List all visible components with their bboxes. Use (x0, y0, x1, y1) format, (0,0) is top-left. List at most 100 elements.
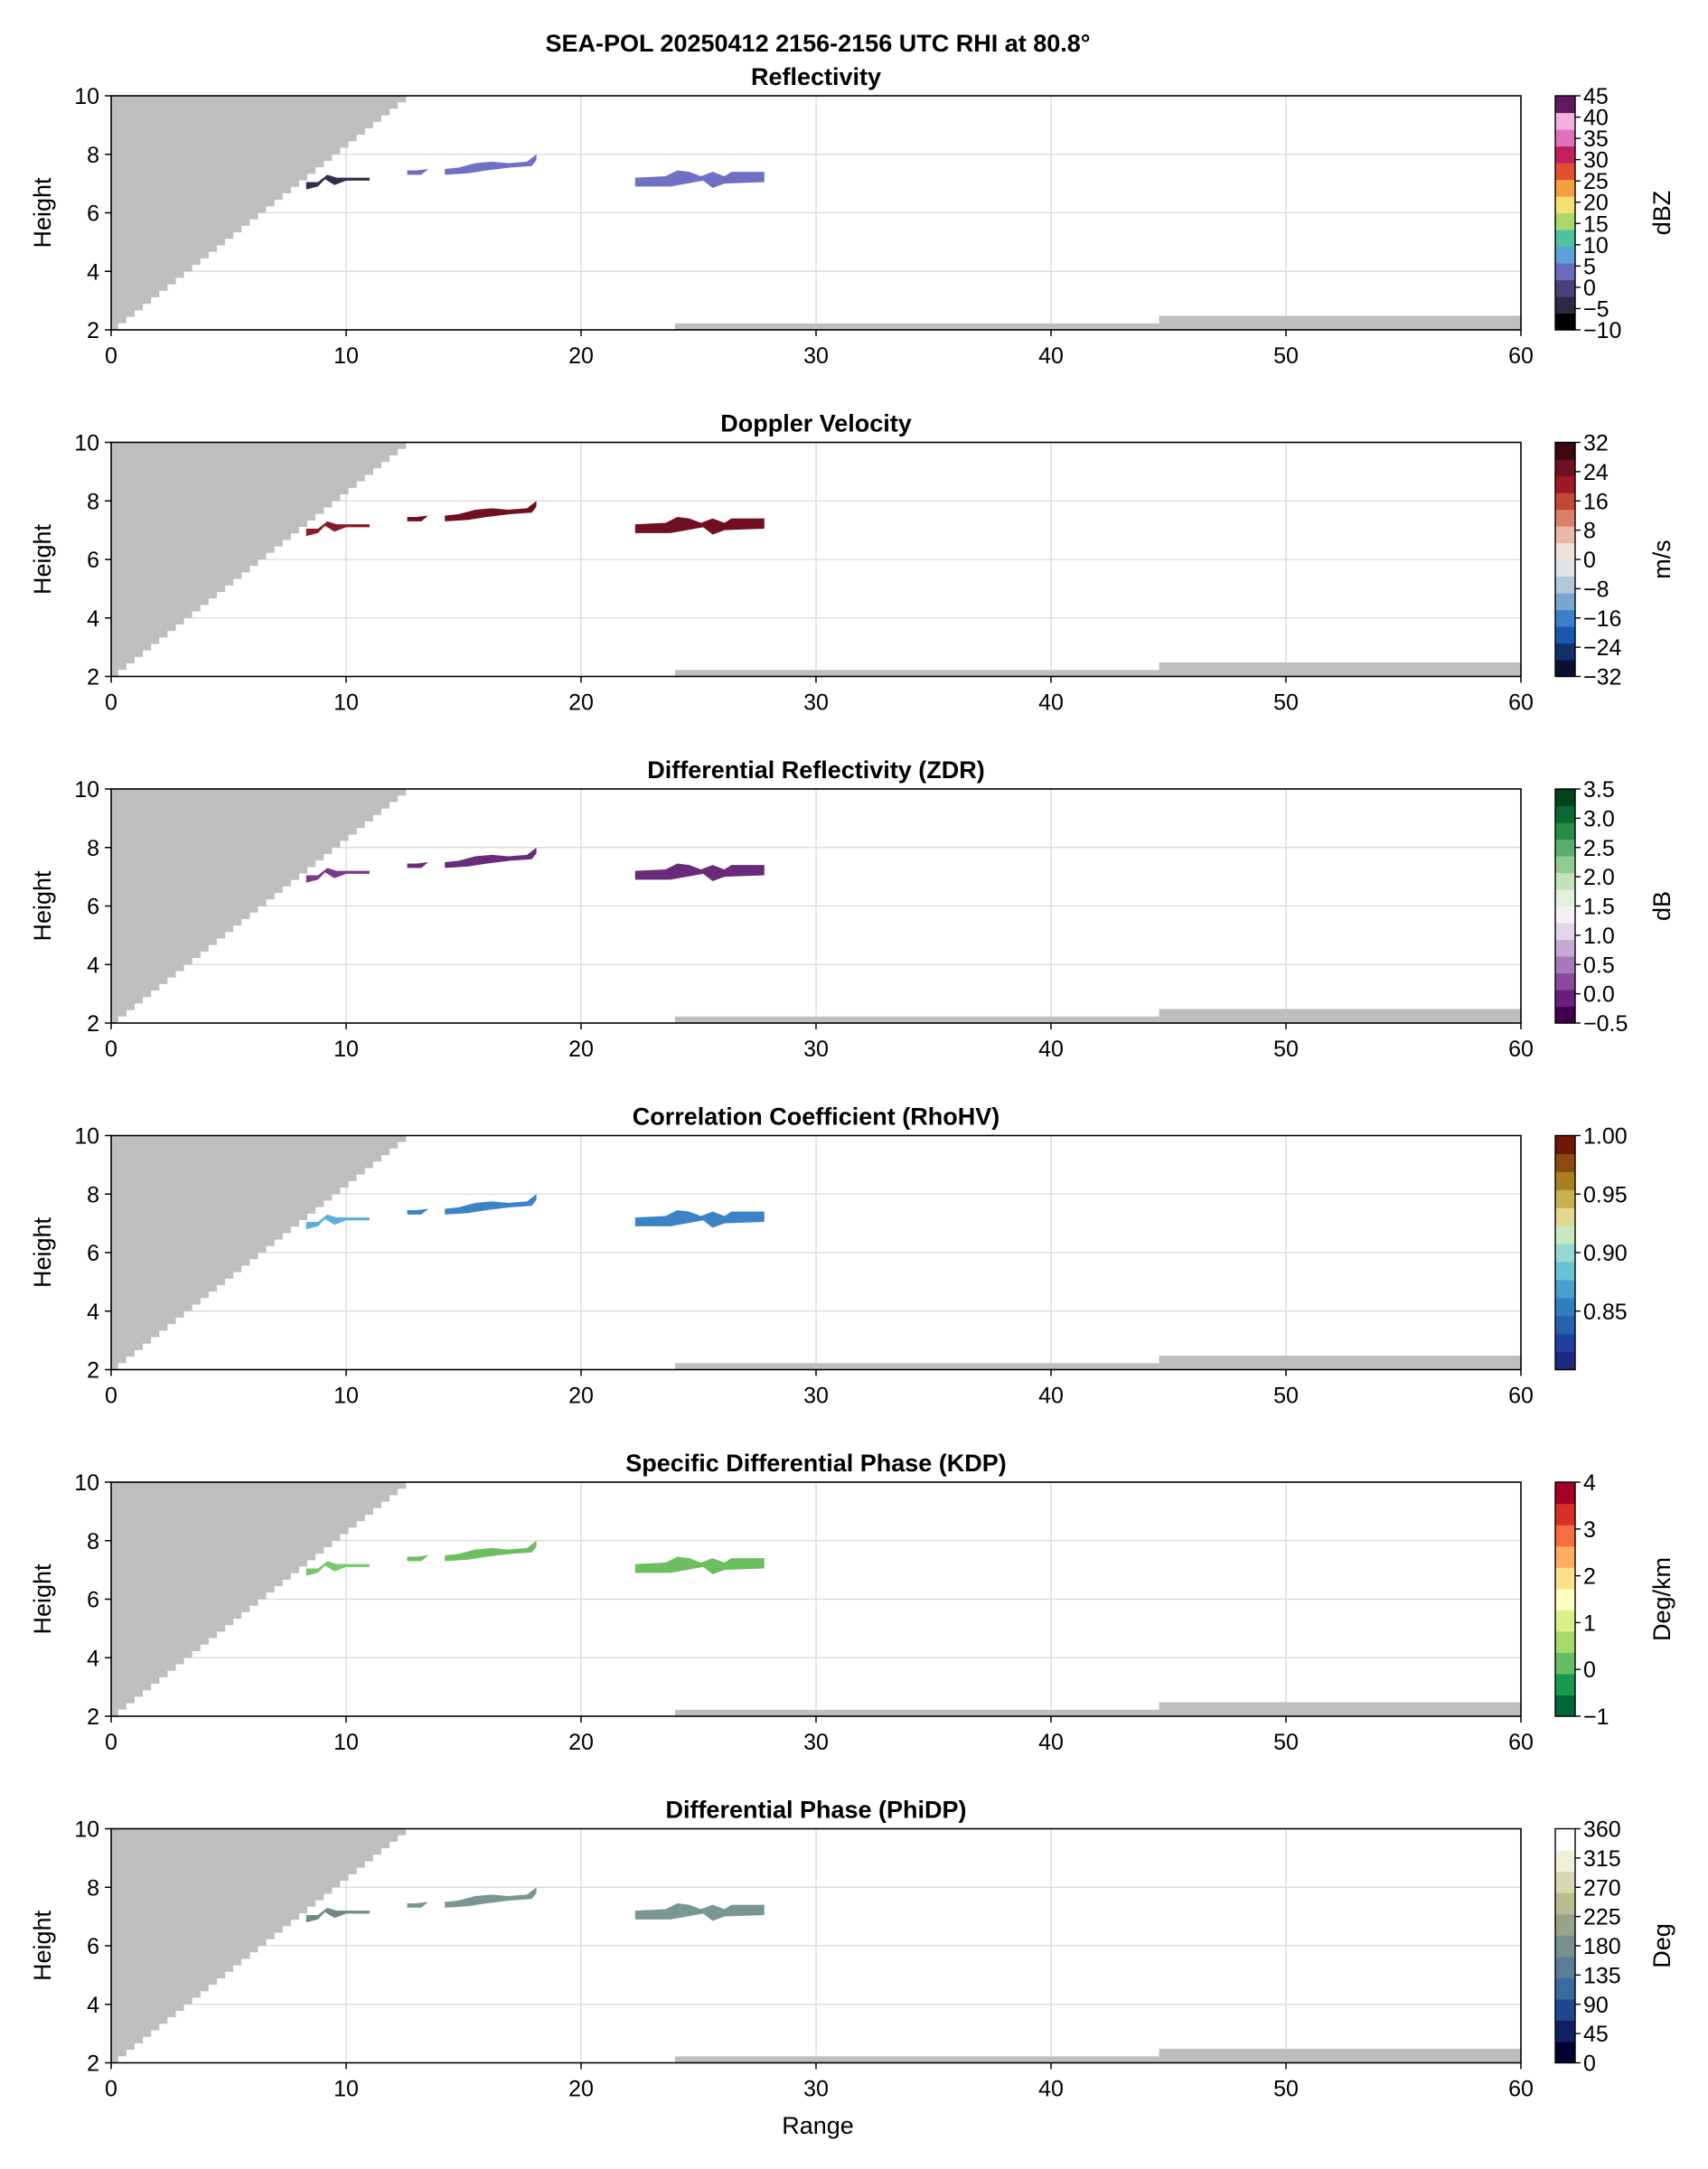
colorbar-segment (1555, 526, 1575, 544)
colorbar-tick-label: −5 (1583, 296, 1609, 322)
colorbar-segment (1555, 459, 1575, 477)
colorbar-segment (1555, 146, 1575, 164)
colorbar-segment (1555, 822, 1575, 840)
colorbar-label: Deg (1648, 1923, 1675, 1968)
echo-patch (305, 1907, 370, 1923)
colorbar-tick-label: 1.5 (1583, 895, 1615, 920)
colorbar-segment (1555, 1567, 1575, 1590)
x-tick-label: 30 (803, 343, 829, 369)
echo-patch (445, 1540, 537, 1562)
colorbar-frame (1554, 1481, 1576, 1717)
colorbar-segment (1555, 1610, 1575, 1632)
colorbar-segment (1555, 923, 1575, 941)
colorbar-segment (1555, 263, 1575, 281)
plot-content (111, 789, 1521, 1023)
y-tick-label: 6 (87, 895, 99, 920)
x-ticks: 0 10 20 30 40 50 60 (105, 330, 1534, 369)
y-tick-label: 8 (87, 1529, 99, 1554)
colorbar-segment (1555, 1189, 1575, 1208)
figure-title: SEA-POL 20250412 2156-2156 UTC RHI at 80… (545, 30, 1090, 57)
echo-patch (634, 1903, 765, 1921)
blocked-region-far-2 (1159, 315, 1521, 330)
colorbar-frame (1554, 95, 1576, 331)
y-ticks: 2 4 6 8 10 (74, 84, 111, 343)
colorbar-tick-label: 40 (1583, 106, 1609, 131)
x-tick-label: 50 (1273, 343, 1299, 369)
colorbar-segment (1555, 1850, 1575, 1873)
colorbar-segment (1555, 559, 1575, 577)
blocked-region-far (675, 2056, 1159, 2063)
colorbar-segment (1555, 1135, 1575, 1155)
echo-patch (407, 1554, 428, 1562)
blocked-region-far-2 (1159, 2048, 1521, 2063)
colorbar-segment (1555, 889, 1575, 907)
colorbar-tick-label: 45 (1583, 2022, 1609, 2047)
panel-title: Differential Phase (PhiDP) (665, 1797, 966, 1824)
plot-area (110, 1481, 1522, 1717)
colorbar-segment (1555, 1333, 1575, 1353)
x-tick-label: 10 (333, 690, 359, 716)
x-tick-label: 60 (1508, 1037, 1534, 1062)
colorbar-tick-label: −0.5 (1583, 1011, 1628, 1037)
colorbar-segment (1555, 129, 1575, 147)
y-tick-label: 6 (87, 1934, 99, 1959)
x-tick-label: 20 (568, 1384, 594, 1409)
colorbar-segment (1555, 509, 1575, 527)
blocked-region-far-2 (1159, 1702, 1521, 1716)
colorbar-segment (1555, 1956, 1575, 1978)
echo-patch (634, 863, 765, 881)
echo-patch (445, 847, 537, 869)
y-tick-label: 6 (87, 202, 99, 227)
colorbar-tick-label: 3.0 (1583, 806, 1615, 831)
y-axis-label: Height (29, 1563, 56, 1635)
colorbar-segment (1555, 990, 1575, 1008)
plot-area (110, 441, 1522, 678)
colorbar-label: m/s (1648, 540, 1675, 579)
colorbar-tick-label: 25 (1583, 169, 1609, 194)
colorbar-segment (1555, 1828, 1575, 1851)
colorbar-tick-label: 0.90 (1583, 1241, 1628, 1266)
x-tick-label: 60 (1508, 343, 1534, 369)
panel-3: 0 10 20 30 40 50 60 2 4 6 8 10 Height Differential Re… (29, 756, 1675, 1062)
colorbar-tick-label: 2.5 (1583, 836, 1615, 861)
colorbar-segment (1555, 1652, 1575, 1675)
colorbar-tick-label: 225 (1583, 1905, 1621, 1930)
panels-container: 0 10 20 30 40 50 60246810HeightReflectivity−10… (29, 63, 1675, 2102)
blocked-region-near (111, 789, 415, 1023)
x-tick-label: 50 (1273, 2077, 1299, 2102)
colorbar-segment (1555, 246, 1575, 264)
y-tick-label: 6 (87, 548, 99, 573)
y-tick-label: 4 (87, 1993, 99, 2018)
grid (111, 96, 1521, 330)
colorbar-segment (1555, 1315, 1575, 1335)
colorbar-segment (1555, 179, 1575, 197)
blocked-region-far (675, 1709, 1159, 1716)
colorbar-tick-label: 270 (1583, 1875, 1621, 1901)
colorbar-label: dB (1648, 891, 1675, 921)
x-tick-label: 30 (803, 1037, 829, 1062)
colorbar-tick-label: 15 (1583, 211, 1609, 237)
colorbar-tick-label: −32 (1583, 665, 1621, 690)
colorbar-segment (1555, 839, 1575, 857)
x-tick-label: 30 (803, 2077, 829, 2102)
blocked-region-far (675, 670, 1159, 677)
plot-area (110, 1827, 1522, 2064)
colorbar-segment (1555, 1171, 1575, 1190)
colorbar-tick-label: 3.5 (1583, 777, 1615, 803)
y-axis-label: Height (29, 870, 56, 942)
colorbar-segment (1555, 1153, 1575, 1172)
colorbar-tick-label: −8 (1583, 577, 1609, 602)
x-tick-label: 10 (333, 2077, 359, 2102)
colorbar-segment (1555, 1913, 1575, 1936)
x-tick-label: 10 (333, 1037, 359, 1062)
x-tick-label: 40 (1038, 2077, 1064, 2102)
colorbar-segment (1555, 212, 1575, 230)
y-ticks: 2 4 6 8 10 (74, 431, 111, 690)
colorbar-tick-label: −24 (1583, 635, 1622, 661)
colorbar-tick-label: 45 (1583, 84, 1609, 109)
colorbar-tick-label: 90 (1583, 1993, 1609, 2018)
colorbar-tick-label: 1.00 (1583, 1124, 1628, 1150)
colorbar-tick-label: 0 (1583, 2052, 1596, 2077)
colorbar-segment (1555, 163, 1575, 181)
y-tick-label: 10 (74, 1470, 99, 1496)
